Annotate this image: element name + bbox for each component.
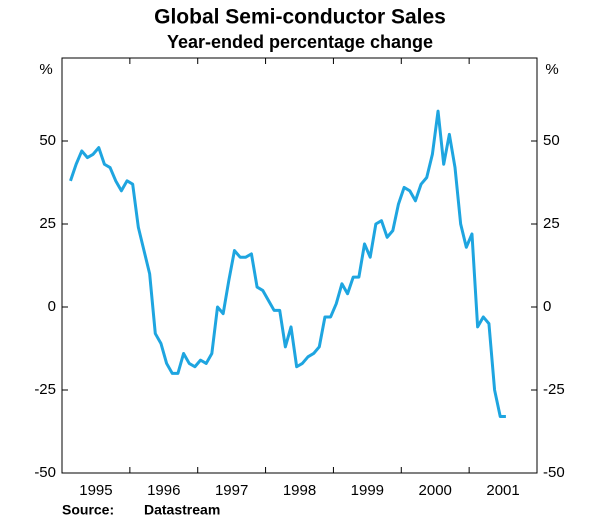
y2-tick-label: -50	[543, 464, 565, 481]
y-unit-right: %	[545, 61, 558, 78]
x-tick-label: 2001	[486, 482, 519, 499]
x-tick-label: 2000	[419, 482, 452, 499]
y2-tick-label: -25	[543, 381, 565, 398]
y-tick-label: -50	[34, 464, 56, 481]
data-line	[69, 109, 506, 419]
x-tick-label: 1995	[79, 482, 112, 499]
x-tick-label: 1999	[351, 482, 384, 499]
y-tick-label: -25	[34, 381, 56, 398]
y-unit-left: %	[39, 61, 52, 78]
y2-tick-label: 25	[543, 215, 560, 232]
source: Datastream	[144, 502, 220, 518]
y-tick-label: 25	[39, 215, 56, 232]
y-tick-label: 50	[39, 132, 56, 149]
y2-tick-label: 0	[543, 298, 551, 315]
x-tick-label: 1997	[215, 482, 248, 499]
chart-title: Global Semi-conductor Sales	[154, 6, 446, 29]
chart-subtitle: Year-ended percentage change	[167, 32, 433, 52]
y-tick-label: 0	[48, 298, 56, 315]
source-label: Source:	[62, 502, 114, 518]
plot-frame	[61, 57, 538, 474]
y2-tick-label: 50	[543, 132, 560, 149]
x-tick-label: 1996	[147, 482, 180, 499]
x-tick-label: 1998	[283, 482, 316, 499]
